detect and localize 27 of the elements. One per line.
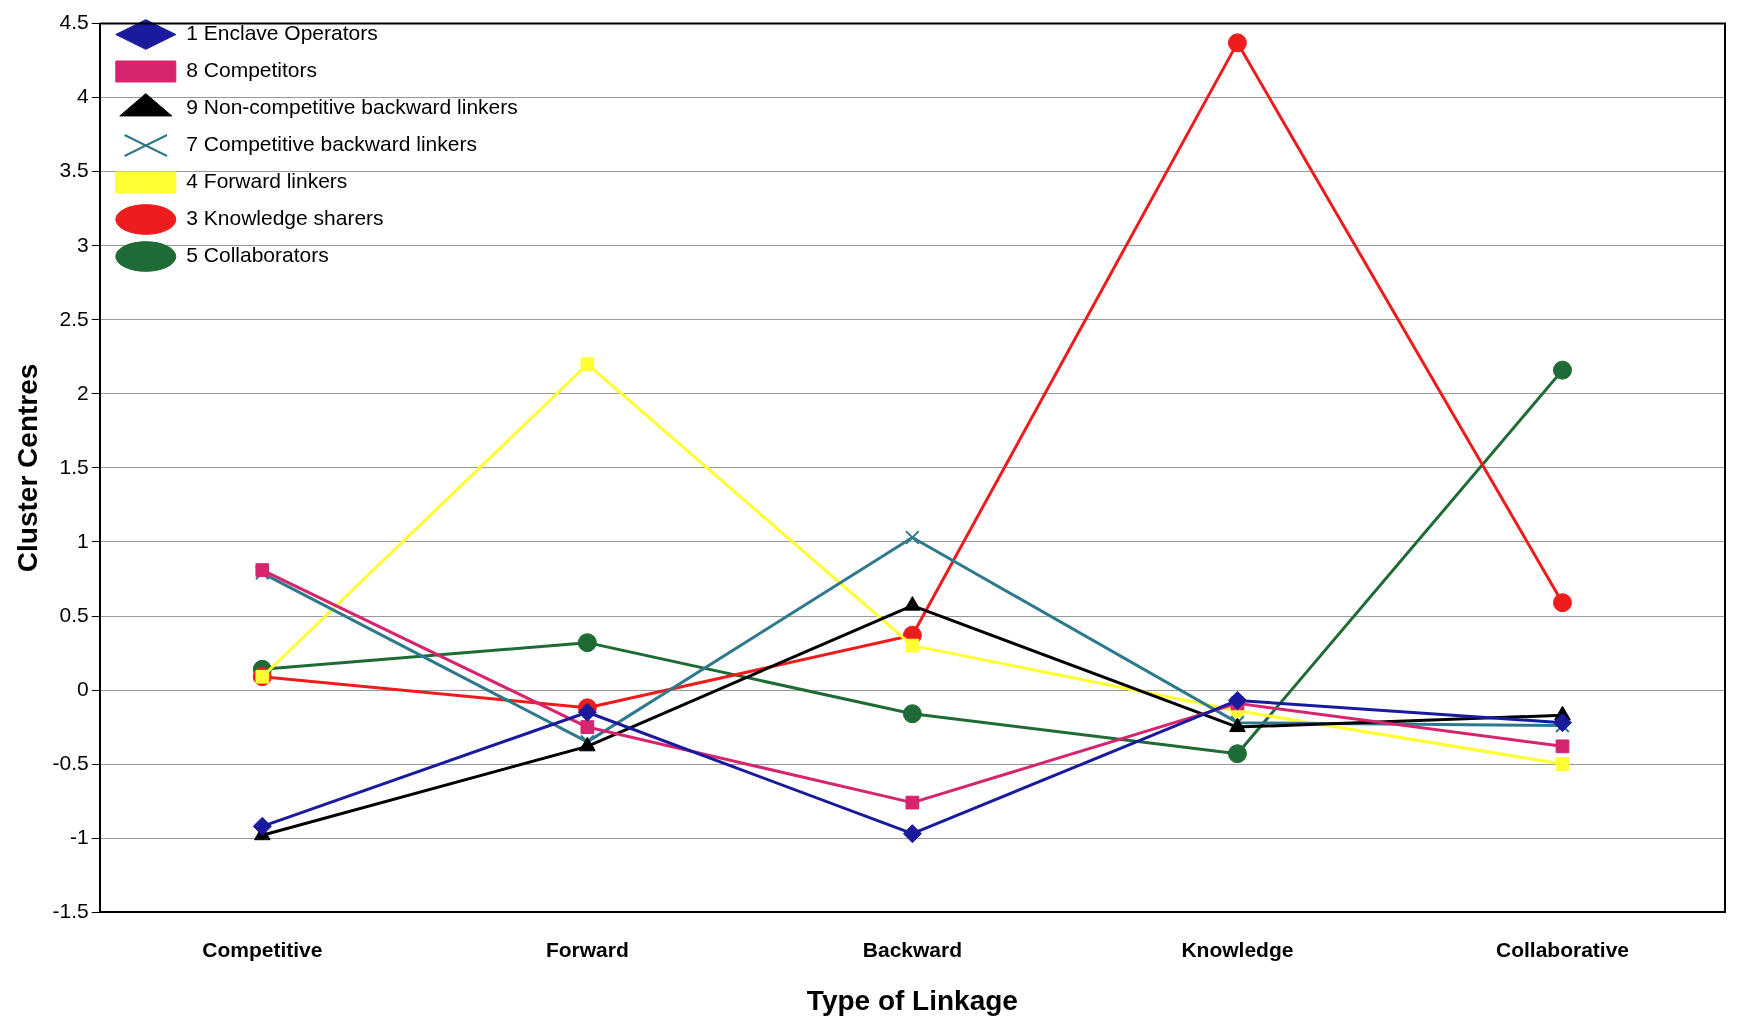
x-axis-title: Type of Linkage: [806, 984, 1018, 1016]
y-tick-label: 0.5: [59, 602, 89, 626]
legend-label: 9 Non-competitive backward linkers: [186, 95, 518, 119]
y-tick-label: 2.5: [59, 306, 89, 330]
x-tick-label: Collaborative: [1495, 937, 1629, 961]
y-tick-label: -0.5: [52, 750, 89, 774]
legend-label: 8 Competitors: [186, 58, 317, 82]
y-tick-label: 3: [77, 232, 89, 256]
y-axis-title: Cluster Centres: [11, 363, 43, 573]
y-tick-label: 2: [77, 380, 89, 404]
y-tick-label: 1: [77, 528, 89, 552]
legend-label: 7 Competitive backward linkers: [186, 132, 477, 156]
legend-label: 4 Forward linkers: [186, 169, 348, 193]
y-tick-label: 0: [77, 676, 89, 700]
x-tick-label: Knowledge: [1181, 937, 1294, 961]
x-tick-label: Competitive: [202, 937, 323, 961]
y-tick-label: 4.5: [59, 10, 89, 34]
legend-label: 5 Collaborators: [186, 243, 329, 267]
y-tick-label: 1.5: [59, 454, 89, 478]
x-tick-label: Forward: [545, 937, 629, 961]
legend-label: 1 Enclave Operators: [186, 21, 378, 45]
legend-label: 3 Knowledge sharers: [186, 206, 384, 230]
y-tick-label: -1: [70, 824, 89, 848]
x-tick-label: Backward: [862, 937, 962, 961]
y-tick-label: 4: [77, 84, 90, 108]
y-tick-label: 3.5: [59, 158, 89, 182]
y-tick-label: -1.5: [52, 899, 89, 922]
